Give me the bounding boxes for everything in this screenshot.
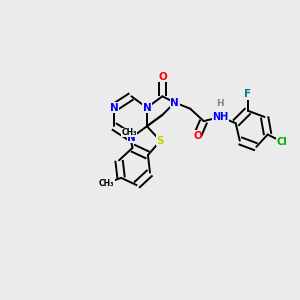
Text: S: S	[157, 136, 164, 146]
Text: O: O	[158, 72, 167, 82]
Text: N: N	[170, 98, 179, 107]
Text: N: N	[127, 133, 136, 142]
Text: H: H	[216, 99, 224, 108]
Text: O: O	[193, 130, 202, 141]
Text: CH₃: CH₃	[122, 128, 137, 137]
Text: CH₃: CH₃	[99, 178, 114, 188]
Text: F: F	[244, 89, 252, 99]
Text: Cl: Cl	[277, 137, 287, 147]
Text: NH: NH	[212, 112, 228, 122]
Text: N: N	[110, 103, 118, 113]
Text: N: N	[142, 103, 151, 113]
